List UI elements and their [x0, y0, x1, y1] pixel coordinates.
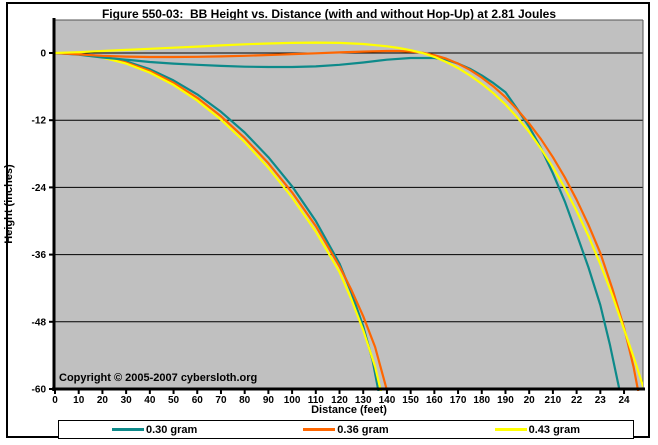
y-tick-label--48: -48 — [32, 317, 47, 328]
x-tick-label-0: 0 — [52, 395, 58, 406]
x-tick-label-30: 30 — [121, 395, 133, 406]
x-tick-label-240: 24 — [618, 395, 630, 406]
series-curve-4 — [55, 49, 640, 391]
x-tick-label-60: 60 — [192, 395, 204, 406]
legend-box: 0.30 gram 0.36 gram 0.43 gram — [58, 420, 634, 439]
x-tick-label-170: 170 — [450, 395, 467, 406]
y-tick-label--12: -12 — [32, 116, 47, 127]
x-tick-label-230: 23 — [595, 395, 607, 406]
x-tick-label-220: 22 — [571, 395, 583, 406]
x-tick-label-190: 190 — [497, 395, 514, 406]
legend-entry-0.36-gram: 0.36 gram — [303, 423, 389, 436]
copyright-text: Copyright © 2005-2007 cybersloth.org — [59, 372, 258, 384]
x-tick-label-20: 20 — [97, 395, 109, 406]
x-tick-label-90: 90 — [263, 395, 275, 406]
legend-line-sample-icon — [111, 428, 144, 431]
legend-line-sample-icon — [303, 428, 336, 431]
legend-label: 0.30 gram — [145, 423, 198, 436]
x-axis-title: Distance (feet) — [311, 404, 387, 416]
x-tick-label-80: 80 — [239, 395, 251, 406]
legend-entry-0.43-gram: 0.43 gram — [494, 423, 580, 436]
chart-title: Figure 550-03: BB Height vs. Distance (w… — [101, 7, 557, 21]
x-tick-label-40: 40 — [144, 395, 156, 406]
x-tick-label-50: 50 — [168, 395, 180, 406]
x-tick-label-210: 210 — [545, 395, 562, 406]
y-tick-label--60: -60 — [32, 385, 47, 396]
x-tick-label-200: 20 — [524, 395, 536, 406]
x-tick-label-160: 160 — [426, 395, 443, 406]
legend-entry-0.30-gram: 0.30 gram — [111, 423, 198, 436]
x-tick-label-120: 120 — [331, 395, 348, 406]
y-tick-label-0: 0 — [40, 49, 46, 60]
plot-background — [55, 20, 643, 389]
x-tick-label-70: 70 — [215, 395, 227, 406]
x-tick-label-110: 110 — [308, 395, 325, 406]
legend-label: 0.36 gram — [337, 423, 389, 436]
x-tick-label-150: 150 — [402, 395, 419, 406]
series-curve-5 — [55, 41, 643, 388]
x-tick-label-130: 130 — [355, 395, 372, 406]
y-tick-label--36: -36 — [32, 250, 47, 261]
legend-label: 0.43 gram — [528, 423, 580, 436]
x-tick-label-100: 100 — [284, 395, 301, 406]
y-tick-label--24: -24 — [32, 183, 47, 194]
x-tick-label-180: 180 — [473, 395, 490, 406]
x-tick-label-10: 10 — [73, 395, 85, 406]
y-axis-title: Height (inches) — [3, 164, 15, 244]
legend-line-sample-icon — [494, 428, 527, 431]
series-curve-2 — [55, 51, 382, 391]
x-tick-label-140: 140 — [379, 395, 396, 406]
